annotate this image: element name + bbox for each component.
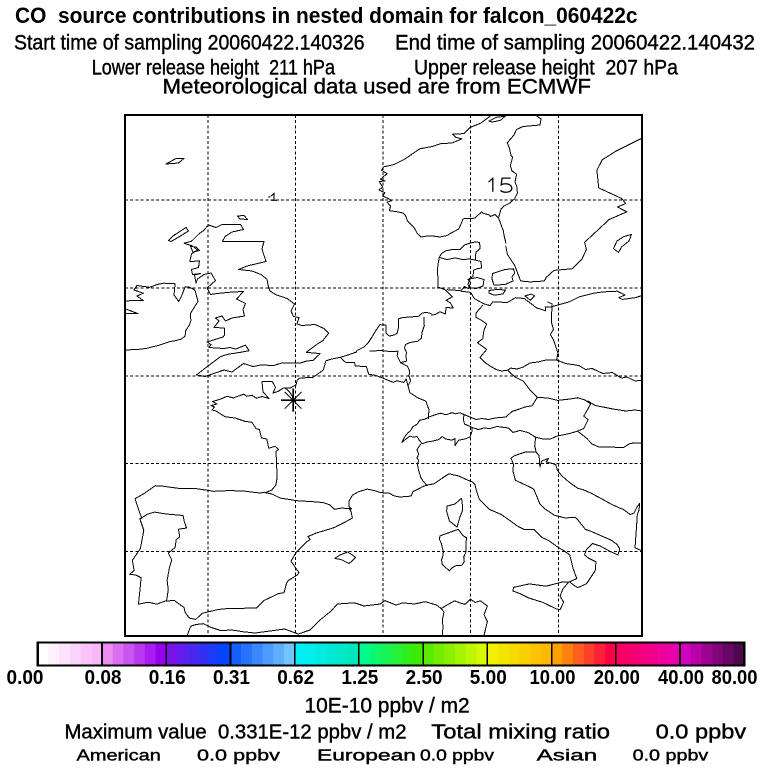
- svg-text:1.25: 1.25: [341, 667, 378, 689]
- svg-text:40.00: 40.00: [658, 667, 704, 689]
- svg-text:0.31: 0.31: [213, 667, 250, 689]
- svg-text:Meteorological data used are f: Meteorological data used are from ECMWF: [163, 76, 592, 99]
- svg-text:Start time of sampling 2006042: Start time of sampling 20060422.140326: [14, 32, 365, 55]
- svg-text:End time of sampling 20060422.: End time of sampling 20060422.140432: [395, 32, 755, 55]
- svg-text:0.62: 0.62: [277, 667, 314, 689]
- svg-text:American: American: [77, 748, 161, 765]
- svg-text:0.00: 0.00: [7, 667, 44, 689]
- svg-text:Upper release height 207 hPa: Upper release height 207 hPa: [414, 56, 678, 79]
- svg-text:0.0 ppbv: 0.0 ppbv: [633, 748, 709, 765]
- svg-text:European: European: [317, 748, 416, 765]
- svg-text:Asian: Asian: [537, 748, 598, 765]
- svg-text:80.00: 80.00: [712, 667, 758, 689]
- svg-text:0.16: 0.16: [149, 667, 186, 689]
- svg-text:20.00: 20.00: [594, 667, 640, 689]
- svg-text:0.0 ppbv: 0.0 ppbv: [197, 748, 280, 765]
- svg-text:0.08: 0.08: [85, 667, 122, 689]
- svg-text:Total mixing ratio: Total mixing ratio: [431, 722, 610, 744]
- svg-text:Maximum value 0.331E-12 ppbv: Maximum value 0.331E-12 ppbv / m2: [65, 722, 407, 744]
- svg-text:2.50: 2.50: [406, 667, 443, 689]
- svg-text:0.0 ppbv: 0.0 ppbv: [420, 748, 494, 765]
- svg-text:5.00: 5.00: [470, 667, 507, 689]
- svg-text:0.0 ppbv: 0.0 ppbv: [656, 722, 747, 744]
- svg-text:10E-10 ppbv / m2: 10E-10 ppbv / m2: [305, 695, 470, 718]
- svg-text:Lower release height 211 hPa: Lower release height 211 hPa: [92, 56, 336, 79]
- svg-text:10.00: 10.00: [530, 667, 576, 689]
- svg-text:CO source contributions in ne: CO source contributions in nested domain…: [15, 3, 638, 28]
